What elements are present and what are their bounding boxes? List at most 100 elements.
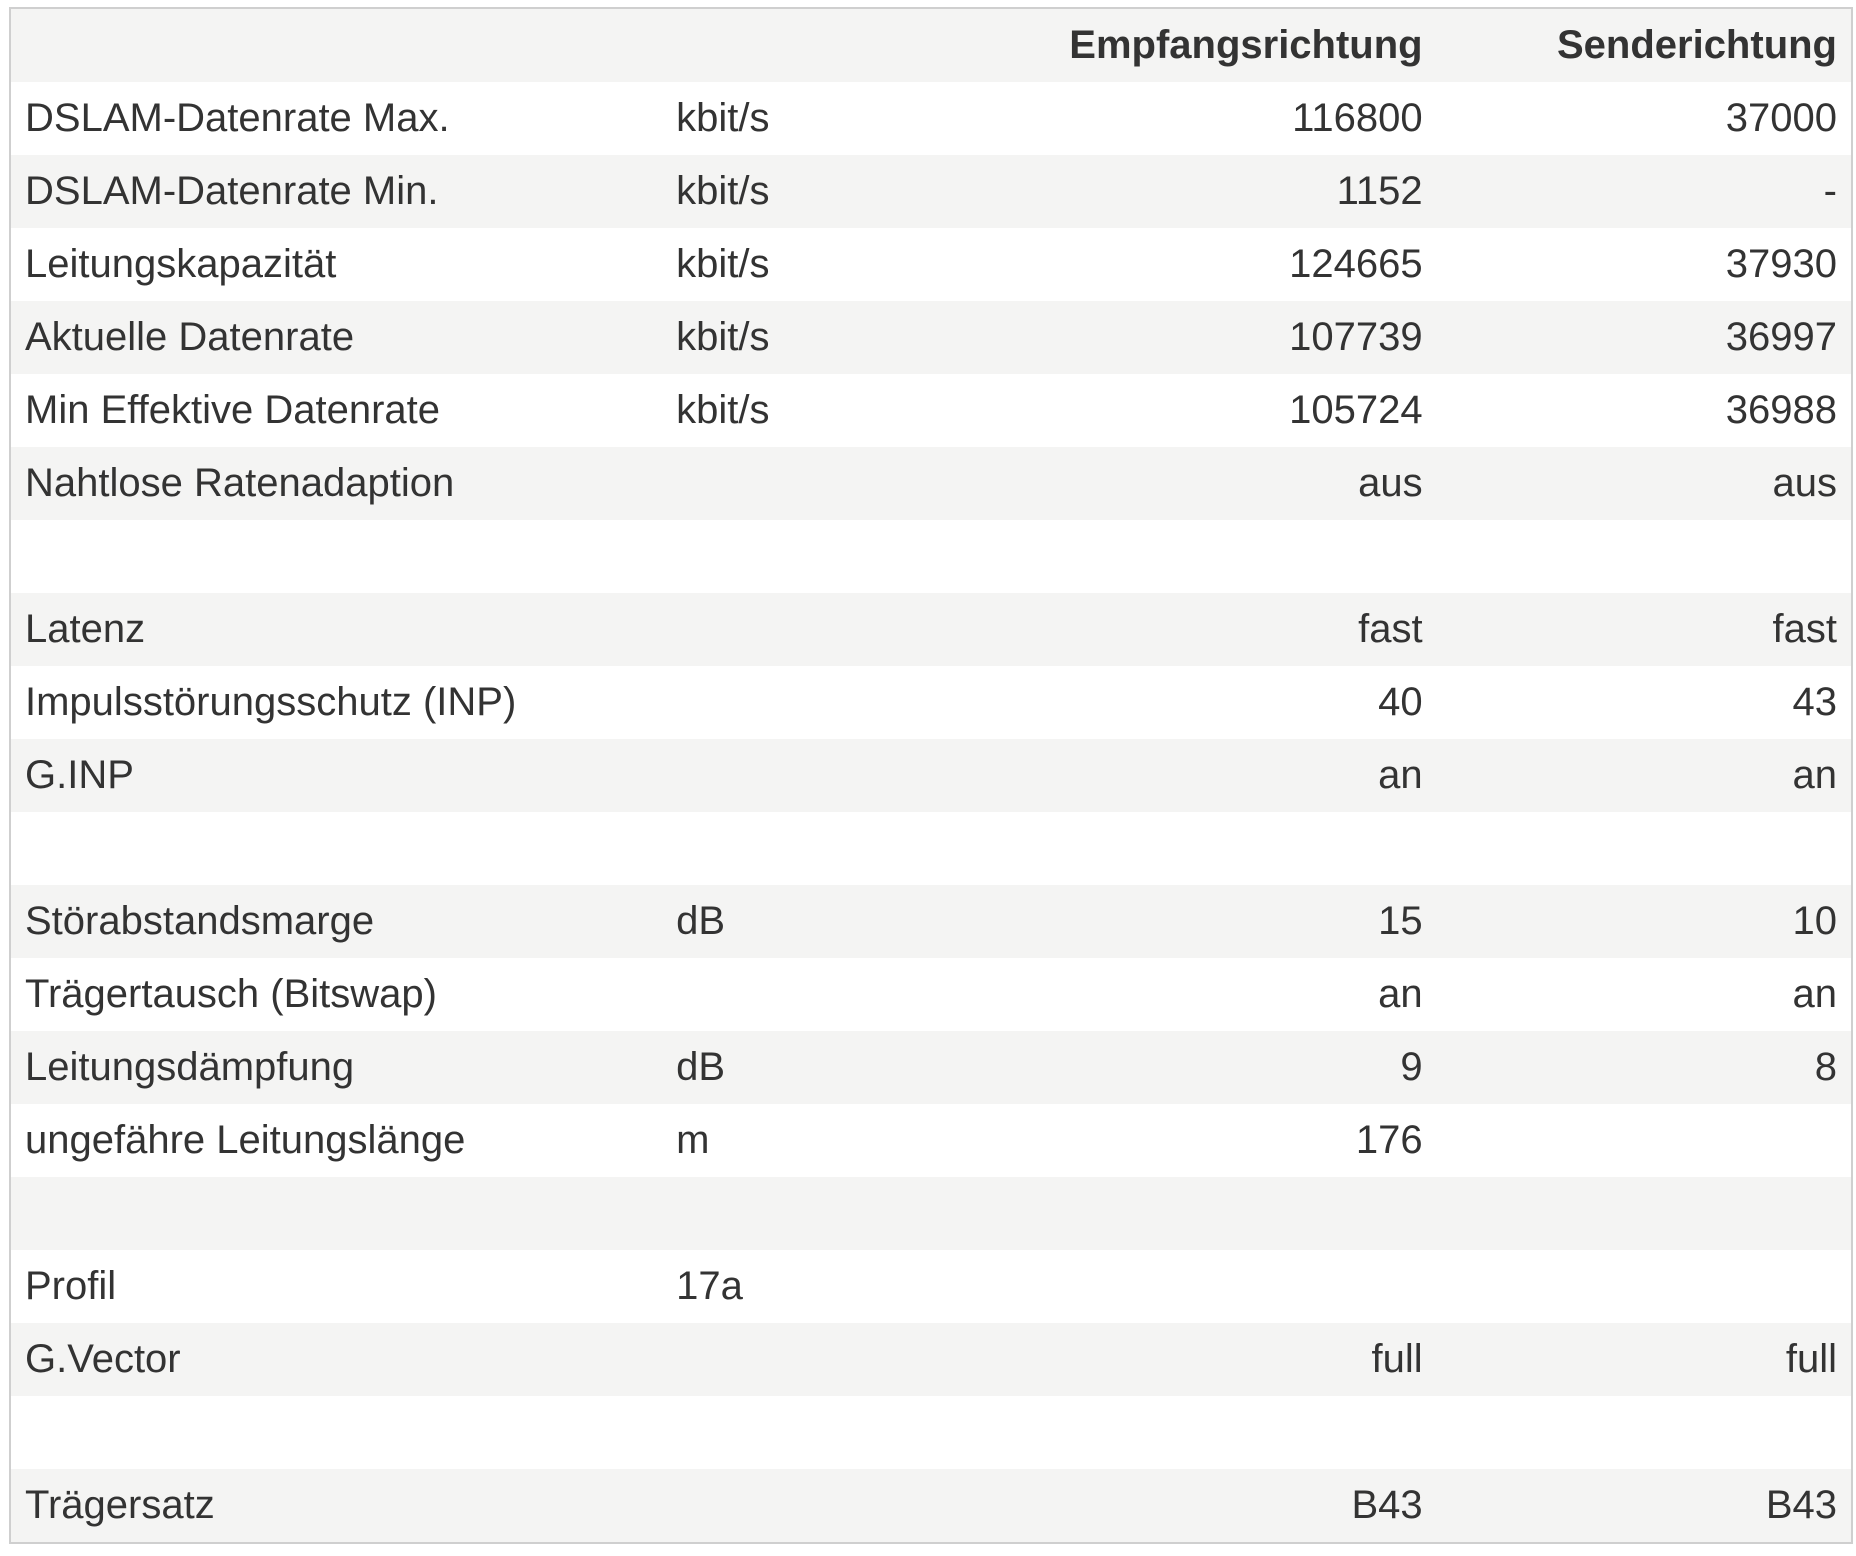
unit (662, 812, 1055, 885)
downstream-value: an (1378, 753, 1423, 797)
downstream-value: 40 (1378, 680, 1423, 724)
downstream-value: 15 (1378, 899, 1423, 943)
unit: kbit/s (676, 388, 770, 432)
unit: kbit/s (676, 96, 770, 140)
unit (662, 739, 1055, 812)
row-label: Leitungskapazität (25, 242, 337, 286)
unit: dB (676, 1045, 726, 1089)
table-row: Impulsstörungsschutz (INP) 40 43 (11, 666, 1851, 739)
unit: kbit/s (676, 315, 770, 359)
unit (662, 1177, 1055, 1250)
upstream-value: - (1823, 169, 1837, 213)
downstream-value: 176 (1355, 1118, 1423, 1162)
spacer-row (11, 520, 1851, 593)
downstream-value: an (1378, 972, 1423, 1016)
upstream-value (1437, 1177, 1851, 1250)
header-cell (11, 9, 662, 82)
spacer-row (11, 1177, 1851, 1250)
row-label (11, 520, 662, 593)
upstream-value (1437, 1396, 1851, 1469)
unit (662, 520, 1055, 593)
downstream-value: B43 (1351, 1483, 1423, 1527)
row-label: Profil (25, 1264, 117, 1308)
unit: kbit/s (676, 169, 770, 213)
downstream-value (1055, 1177, 1436, 1250)
row-label: Aktuelle Datenrate (25, 315, 355, 359)
upstream-value (1437, 1104, 1851, 1177)
unit (662, 1469, 1055, 1542)
downstream-value: 107739 (1289, 315, 1423, 359)
unit (662, 1396, 1055, 1469)
table-row: Nahtlose Ratenadaption aus aus (11, 447, 1851, 520)
table-row: Aktuelle Datenrate kbit/s 107739 36997 (11, 301, 1851, 374)
unit: m (676, 1118, 710, 1162)
spacer-row (11, 812, 1851, 885)
row-label: ungefähre Leitungslänge (25, 1118, 466, 1162)
table-row: Leitungsdämpfung dB 9 8 (11, 1031, 1851, 1104)
upstream-value (1437, 812, 1851, 885)
table-row: Latenz fast fast (11, 593, 1851, 666)
downstream-value: aus (1358, 461, 1423, 505)
header-cell (662, 9, 1055, 82)
upstream-value: B43 (1765, 1483, 1837, 1527)
table-row: Trägersatz B43 B43 (11, 1469, 1851, 1542)
upstream-value: 36997 (1725, 315, 1837, 359)
table-row: G.INP an an (11, 739, 1851, 812)
dsl-info-table: Empfangsrichtung Senderichtung DSLAM-Daten… (11, 9, 1851, 1542)
row-label (11, 812, 662, 885)
downstream-value (1055, 1250, 1436, 1323)
upstream-value: full (1785, 1337, 1837, 1381)
upstream-value (1437, 1250, 1851, 1323)
upstream-value: aus (1772, 461, 1838, 505)
row-label: Leitungsdämpfung (25, 1045, 355, 1089)
downstream-value: 116800 (1292, 96, 1423, 140)
row-label: Impulsstörungsschutz (INP) (25, 680, 517, 724)
downstream-value (1055, 812, 1436, 885)
downstream-value (1055, 1396, 1436, 1469)
row-label: Trägertausch (Bitswap) (25, 972, 437, 1016)
table-row: DSLAM-Datenrate Max. kbit/s 116800 37000 (11, 82, 1851, 155)
upstream-value: 8 (1814, 1045, 1837, 1089)
table-row: Min Effektive Datenrate kbit/s 105724 36988 (11, 374, 1851, 447)
downstream-value (1055, 520, 1436, 593)
row-label (11, 1396, 662, 1469)
row-label: DSLAM-Datenrate Max. (25, 96, 450, 140)
upstream-value: 37930 (1725, 242, 1837, 286)
row-label: DSLAM-Datenrate Min. (25, 169, 439, 213)
table-row: ungefähre Leitungslänge m 176 (11, 1104, 1851, 1177)
row-label: Min Effektive Datenrate (25, 388, 441, 432)
table-row: Profil 17a (11, 1250, 1851, 1323)
upstream-value: an (1792, 972, 1838, 1016)
upstream-value: fast (1772, 607, 1837, 651)
downstream-value: 1152 (1336, 169, 1423, 213)
unit (662, 666, 1055, 739)
unit: dB (676, 899, 726, 943)
unit (662, 447, 1055, 520)
unit (662, 958, 1055, 1031)
row-label: Nahtlose Ratenadaption (25, 461, 455, 505)
upstream-value (1437, 520, 1851, 593)
row-label (11, 1177, 662, 1250)
upstream-value: 43 (1792, 680, 1838, 724)
header-row: Empfangsrichtung Senderichtung (11, 9, 1851, 82)
unit (662, 1323, 1055, 1396)
upstream-value: an (1792, 753, 1838, 797)
downstream-value: 9 (1400, 1045, 1423, 1089)
table-row: Störabstandsmarge dB 15 10 (11, 885, 1851, 958)
downstream-value: full (1371, 1337, 1423, 1381)
table-row: Trägertausch (Bitswap) an an (11, 958, 1851, 1031)
row-label: G.Vector (25, 1337, 181, 1381)
row-label: Trägersatz (25, 1483, 215, 1527)
upstream-value: 36988 (1725, 388, 1837, 432)
downstream-value: 105724 (1289, 388, 1423, 432)
upstream-value: 37000 (1725, 96, 1837, 140)
table-row: DSLAM-Datenrate Min. kbit/s 1152 - (11, 155, 1851, 228)
table-row: Leitungskapazität kbit/s 124665 37930 (11, 228, 1851, 301)
table-row: G.Vector full full (11, 1323, 1851, 1396)
header-cell: Empfangsrichtung (1069, 23, 1423, 67)
header-cell: Senderichtung (1556, 23, 1837, 67)
spacer-row (11, 1396, 1851, 1469)
row-label: G.INP (25, 753, 134, 797)
upstream-value: 10 (1792, 899, 1838, 943)
unit: kbit/s (676, 242, 770, 286)
